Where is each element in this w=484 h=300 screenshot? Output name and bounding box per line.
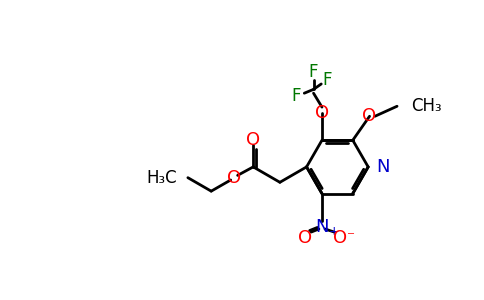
Text: F: F [292, 86, 302, 104]
Text: O: O [298, 229, 312, 247]
Text: CH₃: CH₃ [411, 97, 441, 115]
Text: O: O [315, 103, 329, 122]
Text: ⁻: ⁻ [348, 229, 355, 244]
Text: O: O [227, 169, 242, 187]
Text: O: O [246, 131, 260, 149]
Text: F: F [309, 63, 318, 81]
Text: H₃C: H₃C [147, 169, 177, 187]
Text: F: F [323, 71, 332, 89]
Text: N: N [376, 158, 389, 176]
Text: O: O [363, 107, 377, 125]
Text: +: + [329, 225, 339, 238]
Text: N: N [315, 218, 329, 236]
Text: O: O [333, 229, 348, 247]
